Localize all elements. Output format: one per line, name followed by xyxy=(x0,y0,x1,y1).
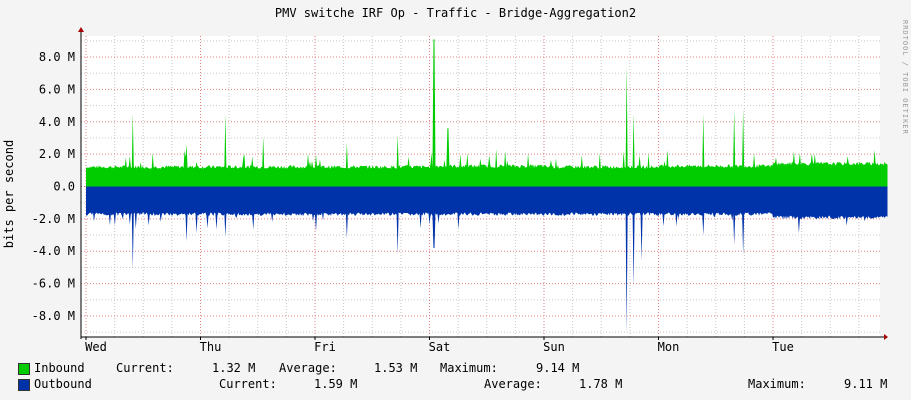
outbound-area xyxy=(86,186,888,334)
inbound-swatch xyxy=(18,363,30,375)
chart-title: PMV switche IRF Op - Traffic - Bridge-Ag… xyxy=(274,6,637,20)
outbound-average-label: Average: xyxy=(484,377,542,391)
watermark: RRDTOOL / TOBI OETIKER xyxy=(901,20,909,135)
y-tick-label: -2.0 M xyxy=(32,212,75,226)
x-axis-arrow xyxy=(884,334,888,340)
inbound-average-label: Average: xyxy=(279,361,337,375)
x-tick-label: Mon xyxy=(658,340,680,354)
inbound-maximum-label: Maximum: xyxy=(440,361,498,375)
y-tick-label: 8.0 M xyxy=(39,50,75,64)
outbound-label: Outbound xyxy=(34,377,92,391)
y-tick-label: 4.0 M xyxy=(39,115,75,129)
outbound-swatch xyxy=(18,379,30,391)
x-tick-label: Sun xyxy=(543,340,565,354)
inbound-maximum-value: 9.14 M xyxy=(536,361,580,375)
outbound-maximum-value: 9.11 M xyxy=(844,377,888,391)
y-tick-label: -6.0 M xyxy=(32,277,75,291)
y-tick-label: -4.0 M xyxy=(32,244,75,258)
inbound-average-value: 1.53 M xyxy=(374,361,418,375)
outbound-current-label: Current: xyxy=(219,377,277,391)
y-tick-label: -8.0 M xyxy=(32,309,75,323)
y-tick-label: 6.0 M xyxy=(39,82,75,96)
x-tick-label: Thu xyxy=(200,340,222,354)
x-tick-label: Wed xyxy=(85,340,107,354)
x-tick-label: Fri xyxy=(314,340,336,354)
outbound-current-value: 1.59 M xyxy=(314,377,358,391)
inbound-area xyxy=(86,39,888,187)
inbound-current-label: Current: xyxy=(116,361,174,375)
y-tick-label: 2.0 M xyxy=(39,147,75,161)
outbound-average-value: 1.78 M xyxy=(579,377,623,391)
inbound-current-value: 1.32 M xyxy=(212,361,256,375)
x-tick-label: Sat xyxy=(429,340,451,354)
y-axis-arrow xyxy=(78,27,84,32)
inbound-label: Inbound xyxy=(34,361,85,375)
outbound-maximum-label: Maximum: xyxy=(748,377,806,391)
x-tick-label: Tue xyxy=(772,340,794,354)
y-tick-label: 0.0 xyxy=(53,180,75,194)
